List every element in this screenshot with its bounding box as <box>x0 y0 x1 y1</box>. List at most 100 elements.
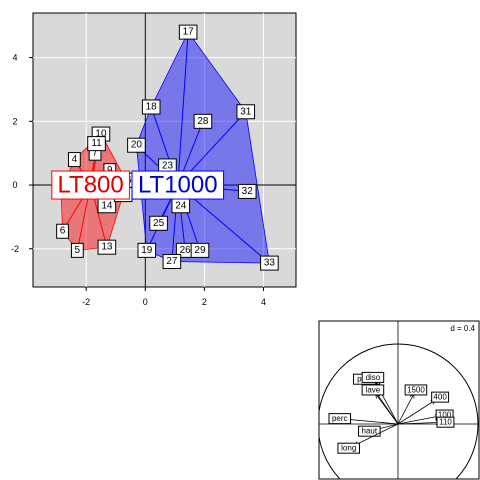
point-label-14-text: 14 <box>101 200 113 211</box>
point-label-33-text: 33 <box>264 258 276 269</box>
x-tick-label-1: 0 <box>143 297 148 307</box>
point-label-29-text: 29 <box>194 245 206 256</box>
cor-label-diso: diso <box>361 371 385 383</box>
y-tick-label-0: -2 <box>11 244 19 254</box>
cor-arrow-6 <box>397 422 441 425</box>
cor-label-1500-text: 1500 <box>407 385 425 394</box>
point-label-13-box <box>97 239 117 255</box>
cor-label-400-text: 400 <box>433 393 447 402</box>
point-label-6: 6 <box>56 223 69 239</box>
point-label-32-box <box>237 183 257 199</box>
cor-label-perc-text: perc <box>332 414 348 423</box>
point-label-24: 24 <box>171 198 191 214</box>
point-label-25-box <box>149 215 168 231</box>
point-label-27-box <box>162 254 182 270</box>
point-label-6-text: 6 <box>60 226 66 237</box>
point-label-25: 25 <box>149 215 168 231</box>
point-label-29-box <box>190 242 210 258</box>
cor-label-400-box <box>431 391 450 403</box>
point-label-18-text: 18 <box>146 101 158 112</box>
point-label-23-text: 23 <box>162 160 174 171</box>
point-label-5-box <box>70 242 84 258</box>
cor-inner: poidsdisolave1500400100110perchautlong <box>319 321 479 479</box>
point-label-6-box <box>56 223 69 239</box>
cor-label-400: 400 <box>431 391 450 403</box>
cor-label-lave-text: lave <box>366 385 381 394</box>
cor-arrow-2 <box>375 393 399 425</box>
y-tick-label-1: 0 <box>12 180 17 190</box>
point-label-27-text: 27 <box>166 256 178 267</box>
x-tick-label-3: 4 <box>261 297 266 307</box>
cor-label-110-box <box>436 416 455 428</box>
point-label-17-text: 17 <box>183 27 195 38</box>
group-label-1-text: LT1000 <box>138 172 218 199</box>
point-label-27: 27 <box>162 254 182 270</box>
cor-label-110-text: 110 <box>439 418 452 427</box>
main-scatter-plot: -2024-2024234567891011131415161217181920… <box>11 12 297 307</box>
cor-arrow-3 <box>397 393 415 425</box>
cor-label-long-box <box>337 442 361 454</box>
y-tick-label-3: 4 <box>12 53 17 63</box>
cor-label-100-text: 100 <box>438 411 452 420</box>
point-label-32: 32 <box>237 183 257 199</box>
x-tick-label-2: 2 <box>202 297 207 307</box>
point-label-18: 18 <box>141 99 161 115</box>
y-tick-label-2: 2 <box>12 116 17 126</box>
cor-label-perc-box <box>328 413 352 425</box>
point-label-32-text: 32 <box>242 186 254 197</box>
correlation-circle-plot: poidsdisolave1500400100110perchautlongd … <box>318 320 480 480</box>
cor-panel <box>318 320 480 480</box>
point-label-33: 33 <box>260 255 279 271</box>
cor-label-long: long <box>337 442 361 454</box>
point-label-5-text: 5 <box>75 245 81 256</box>
cor-label-diso-text: diso <box>366 373 381 382</box>
spoke-1-0 <box>177 32 189 186</box>
cor-label-1500-box <box>404 384 428 396</box>
group-label-0-box <box>51 170 130 200</box>
point-label-24-text: 24 <box>175 200 187 211</box>
point-label-28-box <box>193 113 213 129</box>
point-label-17-box <box>178 24 198 40</box>
cor-arrow-4 <box>397 399 436 425</box>
point-label-7-text: 7 <box>92 148 98 159</box>
point-label-20-box <box>127 137 146 153</box>
group-label-1-box <box>131 170 225 200</box>
cor-label-perc: perc <box>328 413 352 425</box>
point-label-11: 11 <box>87 136 106 152</box>
point-label-29: 29 <box>190 242 210 258</box>
point-label-31-box <box>236 104 256 120</box>
cor-arrow-9 <box>353 423 399 446</box>
point-label-26-text: 26 <box>180 245 192 256</box>
point-label-11-box <box>87 136 106 152</box>
point-label-28-text: 28 <box>197 116 209 127</box>
point-label-17: 17 <box>178 24 198 40</box>
point-label-13: 13 <box>97 239 117 255</box>
point-label-5: 5 <box>70 242 84 258</box>
cor-label-haut-box <box>358 425 381 437</box>
point-label-4-text: 4 <box>72 154 78 165</box>
point-label-10-text: 10 <box>95 129 107 140</box>
group-label-1: LT1000 <box>131 170 225 200</box>
cor-label-lave-box <box>361 384 385 396</box>
point-label-20: 20 <box>127 137 146 153</box>
point-label-4: 4 <box>67 152 81 168</box>
cor-label-lave: lave <box>361 384 385 396</box>
point-label-19-box <box>137 242 157 258</box>
group-label-0: LT800 <box>51 170 130 200</box>
point-label-20-text: 20 <box>131 140 143 151</box>
point-label-19: 19 <box>137 242 157 258</box>
cor-label-diso-box <box>361 371 385 383</box>
cor-label-haut-text: haut <box>362 427 378 436</box>
point-label-31-text: 31 <box>240 106 252 117</box>
cor-label-haut: haut <box>358 425 381 437</box>
cor-label-110: 110 <box>436 416 455 428</box>
point-label-14: 14 <box>97 198 117 214</box>
cor-label-1500: 1500 <box>404 384 428 396</box>
point-label-31: 31 <box>236 104 256 120</box>
cor-arrow-5 <box>397 415 440 425</box>
plot-panel <box>32 12 297 288</box>
point-label-19-text: 19 <box>141 245 153 256</box>
point-label-33-box <box>260 255 279 271</box>
point-label-25-text: 25 <box>153 218 165 229</box>
